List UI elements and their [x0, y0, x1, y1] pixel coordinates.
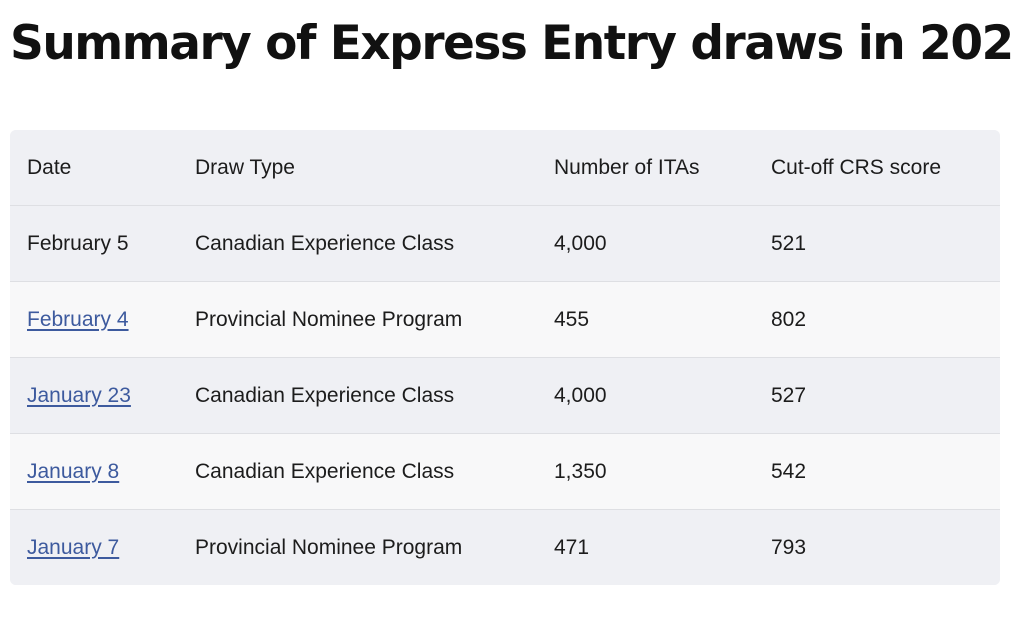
cell-date: January 7	[10, 510, 178, 586]
cell-date: February 5	[10, 206, 178, 282]
header-date: Date	[27, 155, 72, 179]
cell-itas: 4,000	[554, 231, 607, 255]
cell-draw-type: Canadian Experience Class	[195, 459, 455, 483]
table-row: February 5 Canadian Experience Class 4,0…	[10, 205, 1000, 282]
header-cutoff-crs-score: Cut-off CRS score	[771, 155, 941, 179]
cell-draw-type: Canadian Experience Class	[195, 383, 455, 407]
date-link[interactable]: February 4	[27, 307, 129, 331]
table-row: January 7 Provincial Nominee Program 471…	[10, 509, 1000, 586]
header-number-of-itas: Number of ITAs	[554, 155, 700, 179]
cell-itas: 455	[554, 307, 590, 331]
date-link[interactable]: January 23	[27, 383, 131, 407]
header-draw-type: Draw Type	[195, 155, 295, 179]
cell-crs: 793	[771, 535, 807, 559]
table-row: February 4 Provincial Nominee Program 45…	[10, 281, 1000, 358]
draws-table-container: Date Draw Type Number of ITAs Cut-off CR…	[10, 130, 1000, 585]
cell-crs: 521	[771, 231, 807, 255]
cell-draw-type: Provincial Nominee Program	[195, 535, 463, 559]
cell-draw-type: Provincial Nominee Program	[195, 307, 463, 331]
cell-draw-type: Canadian Experience Class	[195, 231, 455, 255]
table-header-row: Date Draw Type Number of ITAs Cut-off CR…	[10, 130, 1000, 206]
table-row: January 8 Canadian Experience Class 1,35…	[10, 433, 1000, 510]
page-title: Summary of Express Entry draws in 2025	[10, 16, 1014, 71]
table-row: January 23 Canadian Experience Class 4,0…	[10, 357, 1000, 434]
cell-date: January 23	[10, 358, 178, 434]
cell-date: February 4	[10, 282, 178, 358]
draws-table: Date Draw Type Number of ITAs Cut-off CR…	[10, 130, 1000, 585]
date-link[interactable]: January 8	[27, 459, 120, 483]
cell-date: January 8	[10, 434, 178, 510]
cell-crs: 527	[771, 383, 807, 407]
cell-itas: 4,000	[554, 383, 607, 407]
cell-itas: 1,350	[554, 459, 607, 483]
cell-itas: 471	[554, 535, 590, 559]
date-text: February 5	[27, 231, 129, 255]
cell-crs: 542	[771, 459, 807, 483]
date-link[interactable]: January 7	[27, 535, 120, 559]
cell-crs: 802	[771, 307, 807, 331]
